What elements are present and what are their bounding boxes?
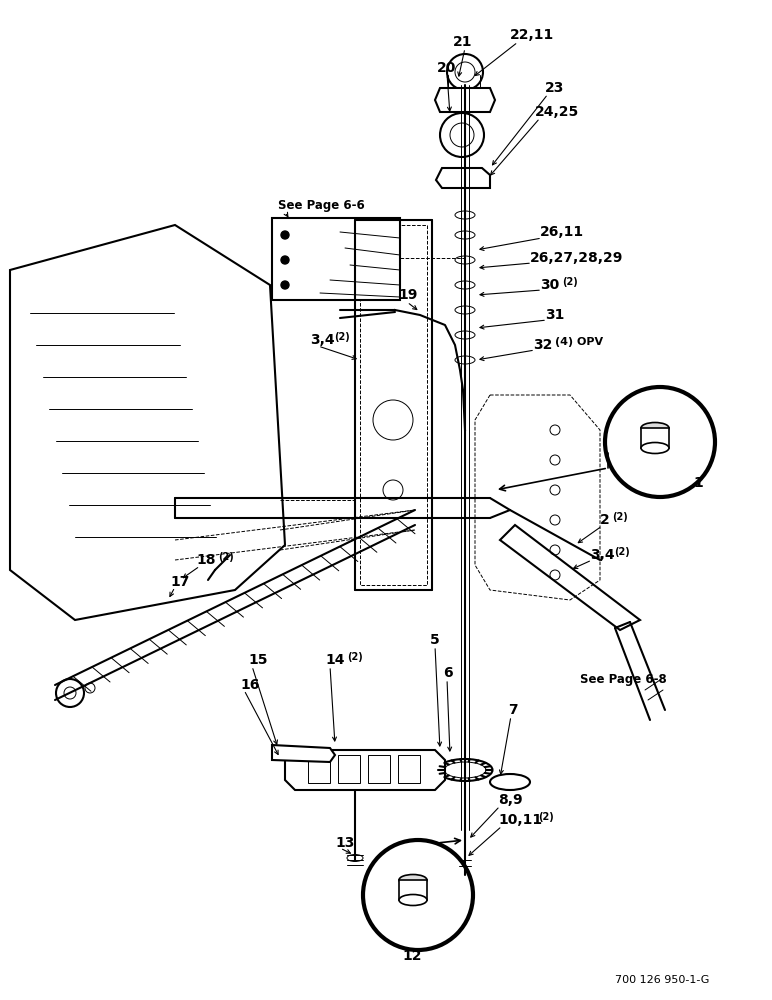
Text: (2): (2) xyxy=(334,332,350,342)
Bar xyxy=(338,755,360,783)
Bar xyxy=(272,218,400,300)
Text: (2): (2) xyxy=(562,277,577,287)
Ellipse shape xyxy=(455,281,475,289)
Text: 14: 14 xyxy=(325,653,344,667)
Circle shape xyxy=(605,387,715,497)
Text: 3,4: 3,4 xyxy=(310,333,334,347)
Polygon shape xyxy=(272,745,335,762)
Text: 1: 1 xyxy=(693,476,703,490)
Text: 12: 12 xyxy=(402,949,422,963)
Circle shape xyxy=(447,54,483,90)
Ellipse shape xyxy=(399,874,427,886)
Circle shape xyxy=(440,113,484,157)
Text: 31: 31 xyxy=(545,308,564,322)
Text: 16: 16 xyxy=(240,678,259,692)
Text: 17: 17 xyxy=(170,575,189,589)
Ellipse shape xyxy=(347,854,363,861)
Text: 32: 32 xyxy=(533,338,553,352)
Text: (2): (2) xyxy=(218,552,234,562)
Text: 3,4: 3,4 xyxy=(590,548,615,562)
Bar xyxy=(368,755,390,783)
Text: 23: 23 xyxy=(545,81,564,95)
Ellipse shape xyxy=(455,256,475,264)
Text: 700 126 950-1-G: 700 126 950-1-G xyxy=(615,975,709,985)
Text: 5: 5 xyxy=(430,633,440,647)
Polygon shape xyxy=(436,168,490,188)
Text: 8,9: 8,9 xyxy=(498,793,523,807)
Circle shape xyxy=(363,840,473,950)
Text: 6: 6 xyxy=(443,666,452,680)
Text: (2): (2) xyxy=(347,652,363,662)
Polygon shape xyxy=(435,88,495,112)
Bar xyxy=(308,755,330,783)
Text: 26,11: 26,11 xyxy=(540,225,584,239)
Circle shape xyxy=(281,256,289,264)
Text: 21: 21 xyxy=(453,35,472,49)
Ellipse shape xyxy=(455,231,475,239)
Text: 10,11: 10,11 xyxy=(498,813,542,827)
Text: (2): (2) xyxy=(612,512,628,522)
Text: See Page 6-8: See Page 6-8 xyxy=(580,674,667,686)
Text: 18: 18 xyxy=(196,553,215,567)
Text: (4) OPV: (4) OPV xyxy=(555,337,603,347)
Ellipse shape xyxy=(455,331,475,339)
Ellipse shape xyxy=(490,774,530,790)
Text: 2: 2 xyxy=(600,513,610,527)
Ellipse shape xyxy=(399,894,427,906)
Text: (2): (2) xyxy=(538,812,554,822)
Bar xyxy=(398,755,420,783)
Ellipse shape xyxy=(641,422,669,434)
Ellipse shape xyxy=(641,442,669,454)
Text: 7: 7 xyxy=(508,703,517,717)
Bar xyxy=(360,225,427,585)
Text: 15: 15 xyxy=(248,653,268,667)
Text: 30: 30 xyxy=(540,278,559,292)
Text: 26,27,28,29: 26,27,28,29 xyxy=(530,251,623,265)
Ellipse shape xyxy=(455,211,475,219)
Ellipse shape xyxy=(438,759,493,781)
Ellipse shape xyxy=(455,306,475,314)
Bar xyxy=(641,428,669,448)
Ellipse shape xyxy=(455,356,475,364)
Circle shape xyxy=(281,231,289,239)
Bar xyxy=(399,880,427,900)
Text: 24,25: 24,25 xyxy=(535,105,579,119)
Text: 22,11: 22,11 xyxy=(510,28,554,42)
Text: 20: 20 xyxy=(437,61,456,75)
Polygon shape xyxy=(285,750,445,790)
Ellipse shape xyxy=(444,762,486,778)
Text: See Page 6-6: See Page 6-6 xyxy=(278,198,364,212)
Text: (2): (2) xyxy=(614,547,630,557)
Circle shape xyxy=(281,281,289,289)
Text: 19: 19 xyxy=(398,288,418,302)
Text: 13: 13 xyxy=(335,836,354,850)
